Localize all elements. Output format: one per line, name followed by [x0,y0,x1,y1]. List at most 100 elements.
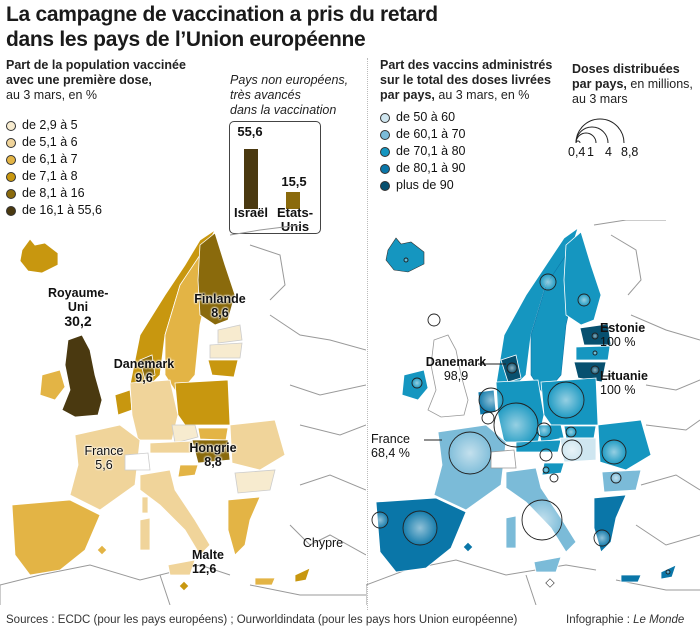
size-legend-title-2: par pays, [572,77,627,91]
neighbor-border [366,220,700,605]
label-france-left-value: 5,6 [95,458,113,472]
label-denmark-right-value: 98,9 [443,369,469,383]
legend-label: de 16,1 à 55,6 [22,203,102,217]
legend-swatch-icon [380,163,390,174]
label-hungary-value: 8,8 [204,455,222,469]
legend-label: de 70,1 à 80 [396,144,466,158]
country-sicily-r [533,556,562,573]
country-slovakia [197,427,229,441]
neighbor-border [0,225,366,605]
legend-swatch-icon [380,180,390,191]
label-uk-2: Uni [67,300,89,314]
legend-label: de 50 à 60 [396,110,456,124]
country-uk-r [427,334,469,418]
country-malta [179,581,189,591]
bubble-norway [427,313,441,327]
bubble-france [448,431,492,475]
label-denmark-right-name: Danemark [425,355,487,369]
usa-label-2: Unis [280,219,310,234]
bubble-ireland [411,377,423,389]
legend-label: de 80,1 à 90 [396,161,466,175]
country-crete-r [620,574,642,583]
title-line-2: dans les pays de l’Union européenne [6,28,366,51]
usa-value: 15,5 [281,174,307,190]
israel-label: Israël [234,205,268,220]
right_panel-legend-item: plus de 90 [380,178,454,193]
bubble-sweden [539,273,557,291]
legend-swatch-icon [6,171,16,182]
label-malta-name: Malte [192,548,224,562]
country-switzerland [124,452,151,471]
label-estonia: Estonie 100 % [600,321,645,349]
size-legend-value: 0,4 [568,145,586,159]
israel-value: 55,6 [237,124,263,139]
label-france-right-value: 68,4 % [371,446,410,460]
bubble-cyprus [665,569,671,575]
legend-label: de 5,1 à 6 [22,135,78,149]
bubble-austria [539,448,553,462]
legend-swatch-icon [6,154,16,165]
country-hungary [191,439,231,464]
inset-caption: Pays non européens, très avancés dans la… [230,73,348,118]
bubble-estonia [591,332,599,340]
footer-credit-prefix: Infographie : [566,614,634,626]
bubble-iceland [403,257,409,263]
inset-caption-3: dans la vaccination [230,103,337,117]
label-hungary-name: Hongrie [189,441,237,455]
title-line-1: La campagne de vaccination a pris du ret… [6,3,438,26]
size-legend-title-3: en millions, [626,77,693,91]
bubble-denmark [506,362,518,374]
label-denmark-left: Danemark 9,6 [108,357,180,385]
country-switzerland-r [490,449,517,469]
country-bulgaria [234,469,276,494]
legend-swatch-icon [6,120,16,131]
country-malta-r [545,578,555,588]
country-finland-r [563,231,602,326]
size-legend-value: 4 [605,145,612,159]
country-iceland-r [385,237,425,273]
right_panel-legend-item: de 60,1 à 70 [380,127,466,142]
bubble-portugal [371,511,389,529]
right_panel-legend-item: de 50 à 60 [380,110,455,125]
legend-label: de 7,1 à 8 [22,169,78,183]
bubble-slovakia [565,426,577,438]
label-estonia-value: 100 % [600,335,636,349]
country-croatia [177,464,199,478]
bubble-slovenia [542,466,550,474]
label-france-left-name: France [84,444,124,458]
label-uk: Royaume- Uni 30,2 [48,286,108,328]
left-legend-subtitle: au 3 mars, en % [6,88,98,102]
legend-label: de 6,1 à 7 [22,152,78,166]
page-title: La campagne de vaccination a pris du ret… [6,2,696,52]
label-lithuania: Lituanie 100 % [600,369,648,397]
label-finland-name: Finlande [194,292,246,306]
legend-label: de 60,1 à 70 [396,127,466,141]
left_panel-legend-item: de 5,1 à 6 [6,135,78,150]
usa-label: Etats- Unis [272,206,318,234]
left_panel-legend-item: de 6,1 à 7 [6,152,78,167]
country-bulgaria-r [601,469,642,493]
footer-credit: Infographie : Le Monde [566,614,684,626]
label-lithuania-value: 100 % [600,383,636,397]
left-map [0,225,366,605]
bubble-hungary [561,439,583,461]
country-sardinia-r [505,515,517,549]
legend-swatch-icon [6,137,16,148]
right-legend-title: Part des vaccins administrés sur le tota… [380,58,552,103]
country-romania [229,419,286,471]
size-legend-value: 8,8 [621,145,639,159]
label-denmark-left-value: 9,6 [135,371,153,385]
label-france-right-name: France [371,432,410,446]
country-netherlands [114,389,133,416]
legend-swatch-icon [380,129,390,140]
bubble-belgium [481,411,495,425]
right_panel-legend-item: de 80,1 à 90 [380,161,466,176]
label-france-right: France 68,4 % [371,432,410,460]
left-legend-title-2: avec une première dose, [6,73,152,87]
bubble-lithuania [590,365,600,375]
right-legend-subtitle: au 3 mars, en % [434,88,530,102]
size-legend-title: Doses distribuées par pays, en millions,… [572,62,693,107]
legend-label: de 2,9 à 5 [22,118,78,132]
label-estonia-name: Estonie [600,321,646,335]
legend-label: de 8,1 à 16 [22,186,85,200]
